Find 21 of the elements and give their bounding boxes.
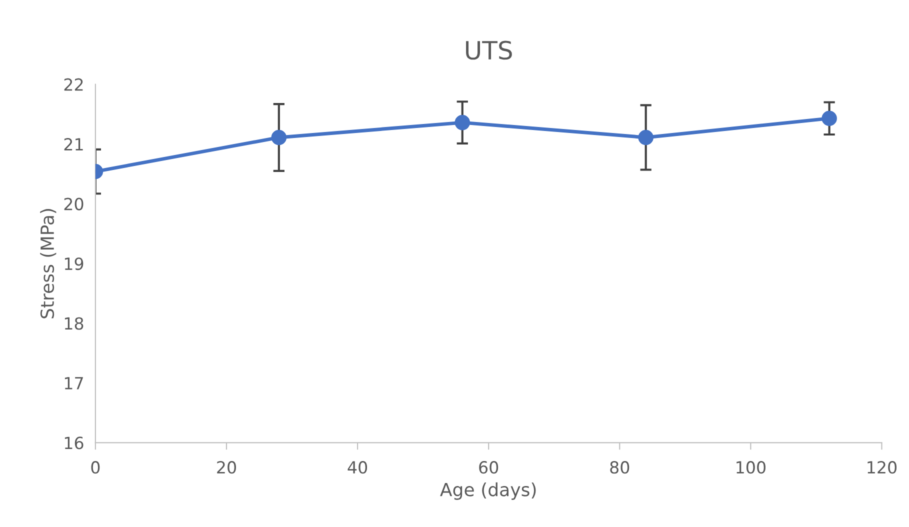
point [271,130,287,146]
y-axis-title: Stress (MPa) [40,209,56,318]
y-tick-label: 18 [64,317,84,330]
y-tick-label: 16 [64,436,84,450]
y-tick-label: 21 [64,138,83,150]
x-tick-label: 60 [479,461,498,474]
point [638,130,654,146]
x-tick-label: 40 [348,461,368,474]
x-axis-title: Age (days) [440,482,536,500]
x-tick-label: 20 [217,461,236,474]
x-tick-label: 100 [736,461,766,474]
chart-title: UTS [466,40,512,60]
point [822,110,837,126]
point [454,114,470,130]
x-tick-label: 0 [91,461,100,474]
x-tick-label: 80 [610,461,630,474]
y-tick-label: 22 [64,78,83,91]
y-tick-label: 17 [64,377,83,390]
y-tick-label: 19 [64,257,84,270]
y-tick-label: 20 [64,198,84,210]
x-tick-label: 120 [868,461,897,474]
